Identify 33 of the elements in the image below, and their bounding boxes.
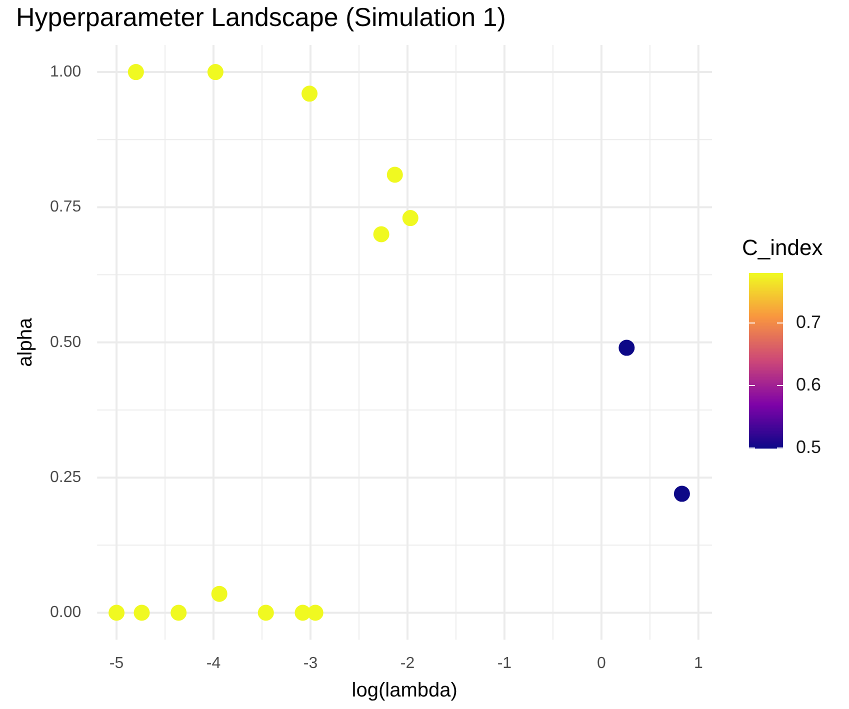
color-bar-label: 0.6 [796,374,822,394]
x-tick-label: -5 [109,654,124,672]
x-axis-title: log(lambda) [352,680,458,702]
point [170,604,187,621]
point [618,340,635,356]
color-bar-label: 0.7 [796,312,822,332]
point [307,604,324,621]
point [207,64,224,80]
y-axis-title: alpha [14,317,37,367]
color-bar-label: 0.5 [796,436,822,457]
point [373,226,390,242]
point [302,86,318,102]
point [128,64,144,80]
point [402,210,418,226]
point [674,486,690,502]
point [108,604,125,621]
y-tick-label: 0.50 [50,334,82,351]
point [134,604,150,621]
y-tick-label: 0.75 [50,198,82,216]
x-tick-label: -3 [303,654,318,672]
x-tick-label: 1 [694,654,703,672]
x-tick-label: -4 [206,654,221,672]
point [386,166,403,183]
x-tick-label: -1 [497,654,512,672]
color-bar-title: C_index [742,235,823,260]
chart-title: Hyperparameter Landscape (Simulation 1) [16,2,506,33]
x-tick-label: 0 [596,654,606,672]
x-tick-label: -2 [400,654,415,672]
point [211,586,228,602]
y-tick-label: 0.25 [50,468,82,486]
y-tick-label: 0.00 [50,604,82,622]
y-tick-label: 1.00 [50,63,82,80]
point [258,604,274,621]
